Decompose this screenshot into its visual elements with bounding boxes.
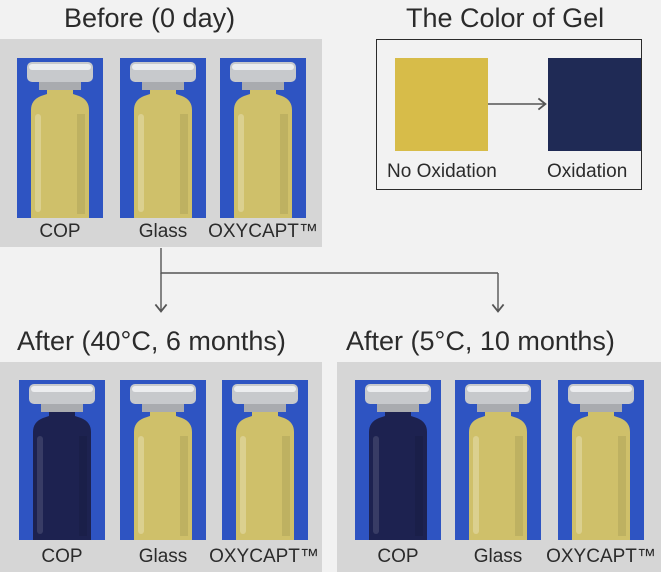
label-5c-oxycapt: OXYCAPT™ [546,546,656,567]
label-40c-oxycapt: OXYCAPT™ [209,546,319,567]
label-before-oxycapt: OXYCAPT™ [208,221,318,242]
title-color-of-gel: The Color of Gel [406,3,605,33]
flow-arrow [154,248,505,313]
label-before-cop: COP [39,221,81,242]
vial-5c-glass [455,380,541,540]
vial-icon [29,384,95,540]
vial-5c-cop [355,380,441,540]
oxidation-swatch [548,58,641,151]
vial-before-glass [120,58,206,218]
oxidation-label: Oxidation [547,161,628,182]
vial-icon [232,384,298,540]
no-oxidation-label: No Oxidation [387,161,497,182]
vial-before-oxycapt [220,58,306,218]
vial-5c-oxycapt [558,380,644,540]
vial-40c-oxycapt [222,380,308,540]
no-oxidation-swatch [395,58,488,151]
title-after-40c: After (40°C, 6 months) [17,326,286,356]
title-before: Before (0 day) [64,3,236,33]
vial-icon [365,384,431,540]
label-40c-glass: Glass [138,546,188,567]
label-before-glass: Glass [138,221,188,242]
vial-icon [27,62,93,218]
vial-icon [130,62,196,218]
label-40c-cop: COP [41,546,83,567]
vial-icon [130,384,196,540]
vial-icon [230,62,296,218]
label-5c-glass: Glass [473,546,523,567]
vial-40c-glass [120,380,206,540]
vial-40c-cop [19,380,105,540]
vial-before-cop [17,58,103,218]
label-5c-cop: COP [377,546,419,567]
title-after-5c: After (5°C, 10 months) [346,326,615,356]
vial-icon [568,384,634,540]
vial-icon [465,384,531,540]
